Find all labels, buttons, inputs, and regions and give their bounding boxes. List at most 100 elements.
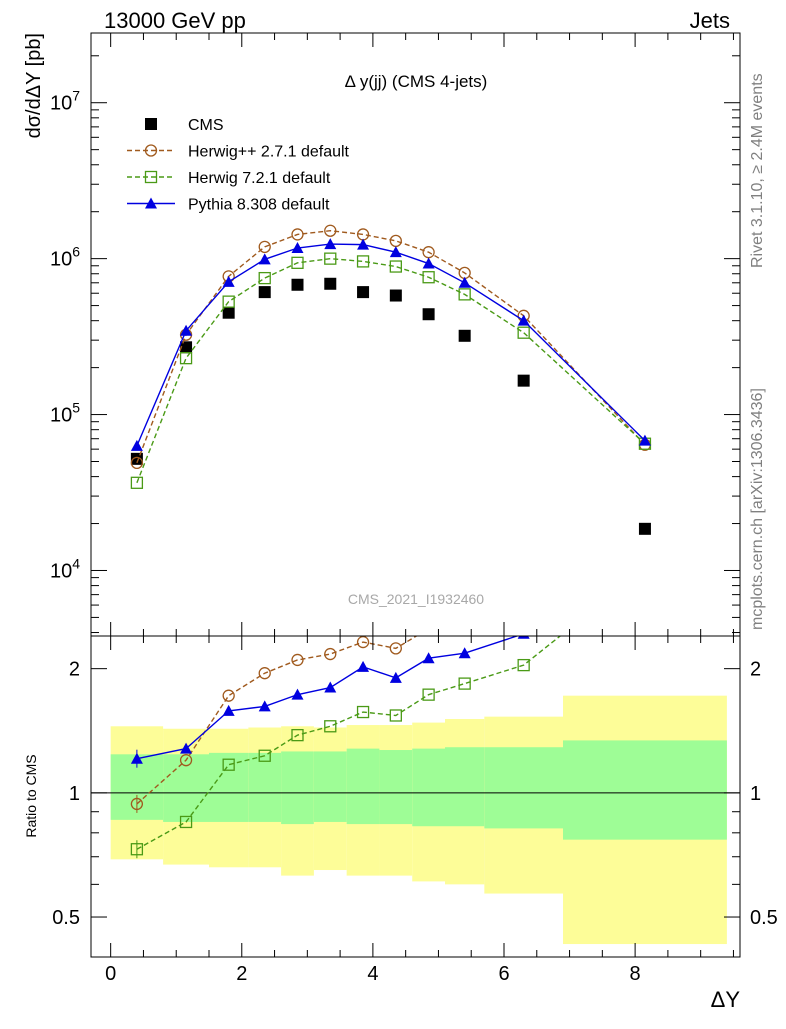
series-line-herwig-7-2-1-default (136, 257, 646, 484)
legend-marker-cms (145, 118, 157, 130)
data-point-pythia-8-308-default (324, 238, 337, 250)
data-point-herwig-7-2-1-default (179, 352, 193, 365)
x-axis-title: ΔY (711, 987, 741, 1012)
data-point-cms (180, 341, 193, 354)
series-line-herwig-2-7-1-default (136, 230, 646, 464)
ratio-point-herwig-7-2-1-default (130, 843, 144, 856)
ratio-series-pythia-8-308-default (130, 636, 530, 768)
data-point-pythia-8-308-default (517, 314, 530, 326)
data-point-herwig-7-2-1-default (222, 295, 235, 308)
series-line-pythia-8-308-default (136, 243, 646, 447)
legend-label-herwig-7-2-1-default: Herwig 7.2.1 default (188, 170, 331, 187)
stat-band-bin (209, 752, 249, 822)
legend-marker-herwig-2-7-1-default (144, 144, 158, 157)
ratio-point-pythia-8-308-default (458, 647, 471, 659)
ratio-point-herwig-2-7-1-default (356, 636, 370, 649)
ratio-point-pythia-8-308-default (291, 688, 304, 700)
data-point-pythia-8-308-default (357, 238, 370, 250)
ratio-point-herwig-7-2-1-default (422, 688, 435, 701)
stat-band-bin (281, 751, 314, 825)
stat-band-bin (412, 748, 445, 827)
main-watermark: CMS_2021_I1932460 (348, 591, 484, 607)
ratio-series-herwig-2-7-1-default (130, 636, 418, 813)
legend: CMS Herwig++ 2.7.1 default Herwig 7.2.1 de… (127, 117, 350, 214)
stat-band-bin (563, 740, 727, 840)
data-point-herwig-7-2-1-default (130, 476, 144, 489)
data-point-pythia-8-308-default (422, 257, 435, 269)
stat-band-bin (248, 752, 282, 822)
stat-band-bin (163, 754, 209, 822)
stat-band-bin (445, 747, 485, 827)
ratio-point-pythia-8-308-default (222, 704, 235, 716)
data-point-cms (357, 286, 370, 299)
ratio-line-pythia-8-308-default (136, 636, 520, 760)
ratio-point-herwig-2-7-1-default (258, 667, 271, 680)
x-tick-label: 4 (367, 963, 378, 985)
ratio-panel: 0.5 0.5 1 1 2 2 0 2 4 6 8 Ratio to CMS ΔY (23, 635, 778, 1012)
header-left-label: 13000 GeV pp (104, 8, 246, 33)
main-y-axis: 104 105 106 107 (50, 55, 740, 634)
ratio-point-herwig-7-2-1-default (258, 749, 271, 762)
stat-band-bin (484, 747, 563, 829)
data-point-cms (422, 308, 435, 321)
x-tick-label: 8 (630, 963, 641, 985)
stat-band-bin (313, 751, 347, 822)
data-point-herwig-2-7-1-default (324, 224, 337, 237)
data-point-cms (638, 522, 651, 535)
ratio-line-herwig-2-7-1-default (136, 636, 418, 805)
data-point-herwig-7-2-1-default (422, 271, 435, 284)
ratio-point-pythia-8-308-default (357, 660, 370, 672)
data-point-cms (130, 452, 143, 465)
main-plot-area (130, 224, 652, 535)
main-panel: 104 105 106 107 Δ y(jj) (CMS 4-jets) CMS_20… (23, 32, 741, 637)
legend-item-cms: CMS (145, 117, 224, 134)
data-point-pythia-8-308-default (638, 434, 651, 446)
ratio-point-herwig-2-7-1-default (179, 754, 193, 767)
data-point-herwig-7-2-1-default (389, 260, 402, 273)
ratio-point-herwig-7-2-1-default (356, 705, 370, 719)
data-point-herwig-7-2-1-default (324, 252, 337, 265)
ratio-point-herwig-2-7-1-default (324, 647, 337, 661)
main-title: Δ y(jj) (CMS 4-jets) (345, 72, 488, 91)
ratio-point-herwig-7-2-1-default (222, 758, 235, 771)
ratio-point-pythia-8-308-default (389, 671, 402, 683)
ratio-point-herwig-7-2-1-default (291, 728, 304, 742)
ratio-point-herwig-7-2-1-default (179, 815, 193, 829)
rivet-side-label: Rivet 3.1.10, ≥ 2.4M events (749, 73, 766, 268)
ratio-y-axis-title: Ratio to CMS (23, 754, 39, 837)
data-point-herwig-2-7-1-default (291, 228, 304, 241)
legend-marker-pythia-8-308-default (145, 197, 157, 209)
ratio-point-herwig-2-7-1-default (291, 653, 304, 667)
ratio-point-herwig-7-2-1-default (389, 709, 402, 722)
main-series-group (130, 224, 652, 535)
data-point-cms (389, 289, 402, 302)
main-y-tick-label: 107 (50, 88, 80, 115)
data-point-cms (458, 329, 471, 342)
series-cms (130, 277, 651, 535)
legend-item-herwig-7-2-1-default: Herwig 7.2.1 default (127, 170, 331, 187)
ratio-point-herwig-7-2-1-default (458, 677, 471, 690)
ratio-series-group (91, 636, 740, 945)
data-point-herwig-7-2-1-default (458, 288, 471, 301)
data-point-cms (517, 374, 530, 387)
data-point-pythia-8-308-default (389, 246, 402, 258)
ratio-point-herwig-2-7-1-default (389, 642, 402, 655)
ratio-point-pythia-8-308-default (422, 652, 435, 664)
legend-label-cms: CMS (188, 117, 224, 134)
main-y-tick-label: 104 (50, 555, 80, 582)
legend-label-pythia-8-308-default: Pythia 8.308 default (188, 197, 330, 214)
data-point-herwig-7-2-1-default (291, 256, 304, 269)
data-point-cms (324, 277, 337, 290)
ratio-y-tick-label: 1 (69, 783, 80, 805)
ratio-point-pythia-8-308-default (258, 700, 271, 712)
main-y-tick-label: 105 (50, 400, 80, 427)
series-pythia-8-308-default (130, 238, 651, 451)
ratio-line-herwig-7-2-1-default (136, 636, 562, 850)
main-x-axis (110, 33, 734, 636)
ratio-y-tick-label-right: 0.5 (750, 907, 778, 929)
x-tick-label: 6 (498, 963, 509, 985)
stat-band-bin (346, 748, 380, 825)
ratio-y-tick-label-right: 1 (750, 783, 761, 805)
data-point-herwig-7-2-1-default (517, 326, 530, 339)
main-y-tick-label: 106 (50, 244, 80, 271)
